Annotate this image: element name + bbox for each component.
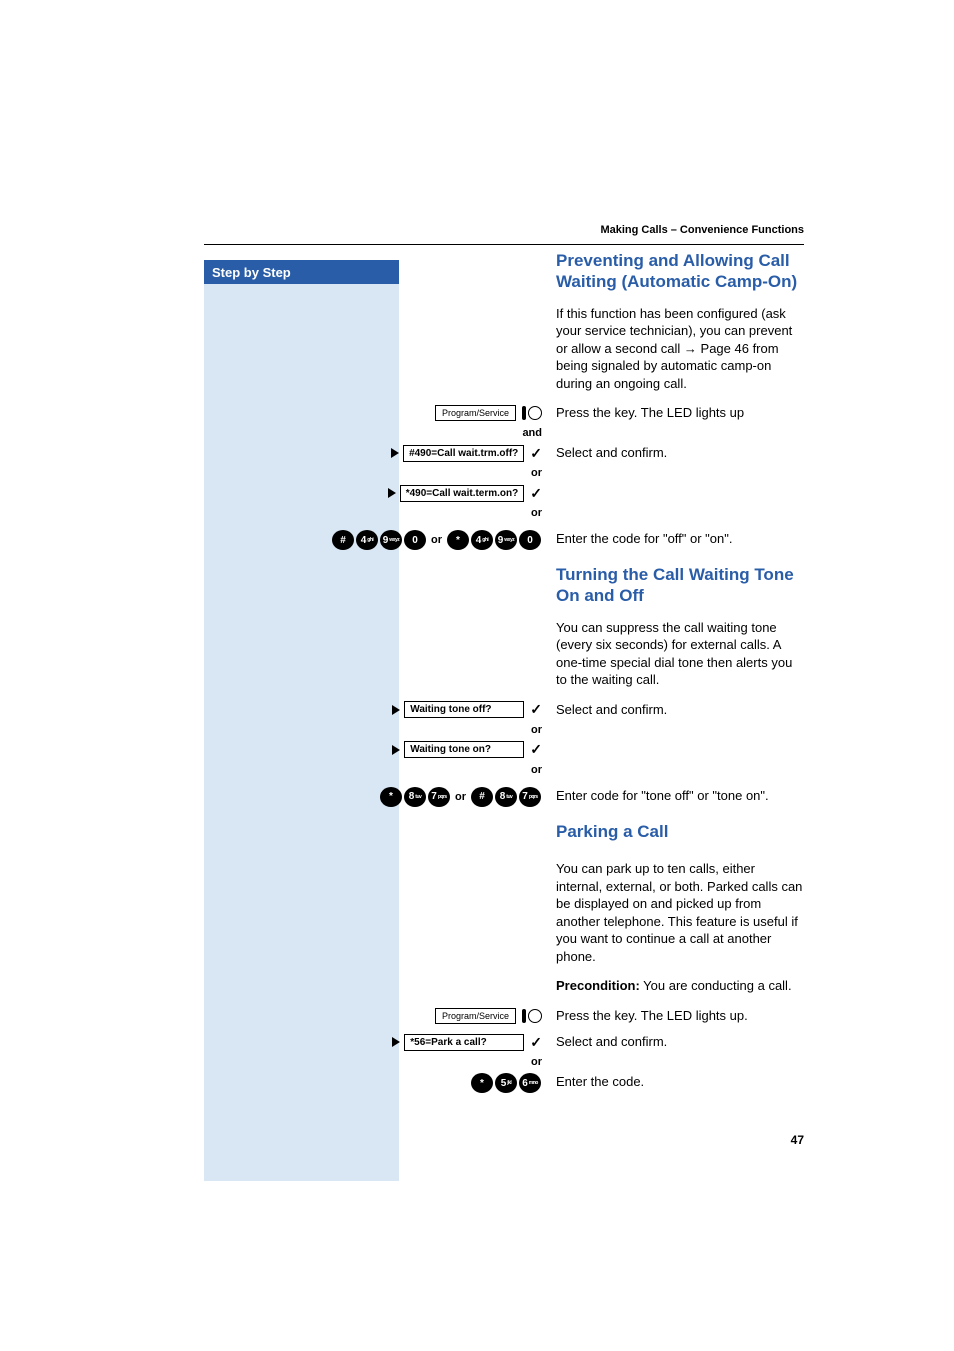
or-label: or (360, 464, 550, 482)
select-confirm-text: Select and confirm. (550, 701, 804, 719)
lcd-tone-on: Waiting tone on? (404, 741, 524, 758)
or-label: or (360, 761, 550, 779)
lcd-tone-off: Waiting tone off? (404, 701, 524, 718)
park-intro: You can park up to ten calls, either int… (556, 860, 804, 965)
precondition: Precondition: You are conducting a call. (556, 977, 804, 995)
precondition-label: Precondition: (556, 978, 640, 993)
dial-key: 0 (404, 530, 426, 550)
section-title-tone: Turning the Call Waiting Tone On and Off (556, 564, 804, 607)
dial-key: # (332, 530, 354, 550)
lcd-call-wait-off: #490=Call wait.trm.off? (403, 445, 524, 462)
dial-key: 7pqrs (519, 787, 541, 807)
dial-key: 5jkl (495, 1073, 517, 1093)
dial-sequence-tone-off: *8tuv7pqrs (379, 787, 451, 807)
check-icon: ✓ (530, 701, 542, 718)
check-icon: ✓ (530, 1034, 542, 1051)
lcd-park-call: *56=Park a call? (404, 1034, 524, 1051)
dial-sequence-park: *5jkl6mno (470, 1073, 542, 1093)
enter-code-text: Enter code for "tone off" or "tone on". (550, 787, 804, 805)
dial-key: 9wxyz (495, 530, 517, 550)
press-key-text: Press the key. The LED lights up (550, 404, 804, 422)
page-ref: → Page 46 (684, 341, 749, 356)
program-service-key: Program/Service (435, 405, 516, 421)
page-number: 47 (360, 1133, 804, 1147)
or-label-inline: or (455, 791, 466, 803)
lcd-call-wait-on: *490=Call wait.term.on? (400, 485, 525, 502)
dial-key: 6mno (519, 1073, 541, 1093)
dial-key: * (447, 530, 469, 550)
or-label: or (360, 504, 550, 522)
pointer-icon (392, 745, 400, 755)
dial-key: * (471, 1073, 493, 1093)
dial-key: 8tuv (404, 787, 426, 807)
section-title-camp-on: Preventing and Allowing Call Waiting (Au… (556, 250, 804, 293)
dial-key: 4ghi (471, 530, 493, 550)
dial-key: # (471, 787, 493, 807)
dial-key: 4ghi (356, 530, 378, 550)
led-icon (522, 406, 542, 420)
dial-sequence-tone-on: #8tuv7pqrs (470, 787, 542, 807)
section-title-park: Parking a Call (556, 821, 804, 842)
pointer-icon (392, 705, 400, 715)
dial-key: * (380, 787, 402, 807)
dial-key: 8tuv (495, 787, 517, 807)
check-icon: ✓ (530, 741, 542, 758)
dial-key: 0 (519, 530, 541, 550)
dial-sequence-on: *4ghi9wxyz0 (446, 530, 542, 550)
pointer-icon (392, 1037, 400, 1047)
or-label-inline: or (431, 534, 442, 546)
program-service-key: Program/Service (435, 1008, 516, 1024)
enter-code-text: Enter the code. (550, 1073, 804, 1091)
press-key-text: Press the key. The LED lights up. (550, 1007, 804, 1025)
or-label: or (360, 721, 550, 739)
pointer-icon (391, 448, 399, 458)
dial-key: 9wxyz (380, 530, 402, 550)
and-label: and (360, 424, 550, 442)
dial-key: 7pqrs (428, 787, 450, 807)
select-confirm-text: Select and confirm. (550, 444, 804, 462)
select-confirm-text: Select and confirm. (550, 1033, 804, 1051)
led-icon (522, 1009, 542, 1023)
dial-sequence-off: #4ghi9wxyz0 (331, 530, 427, 550)
check-icon: ✓ (530, 445, 542, 462)
precondition-text: You are conducting a call. (640, 978, 792, 993)
check-icon: ✓ (530, 485, 542, 502)
enter-code-text: Enter the code for "off" or "on". (550, 530, 804, 548)
pointer-icon (388, 488, 396, 498)
tone-intro: You can suppress the call waiting tone (… (556, 619, 804, 689)
or-label: or (360, 1053, 550, 1071)
camp-on-intro: If this function has been configured (as… (556, 305, 804, 393)
